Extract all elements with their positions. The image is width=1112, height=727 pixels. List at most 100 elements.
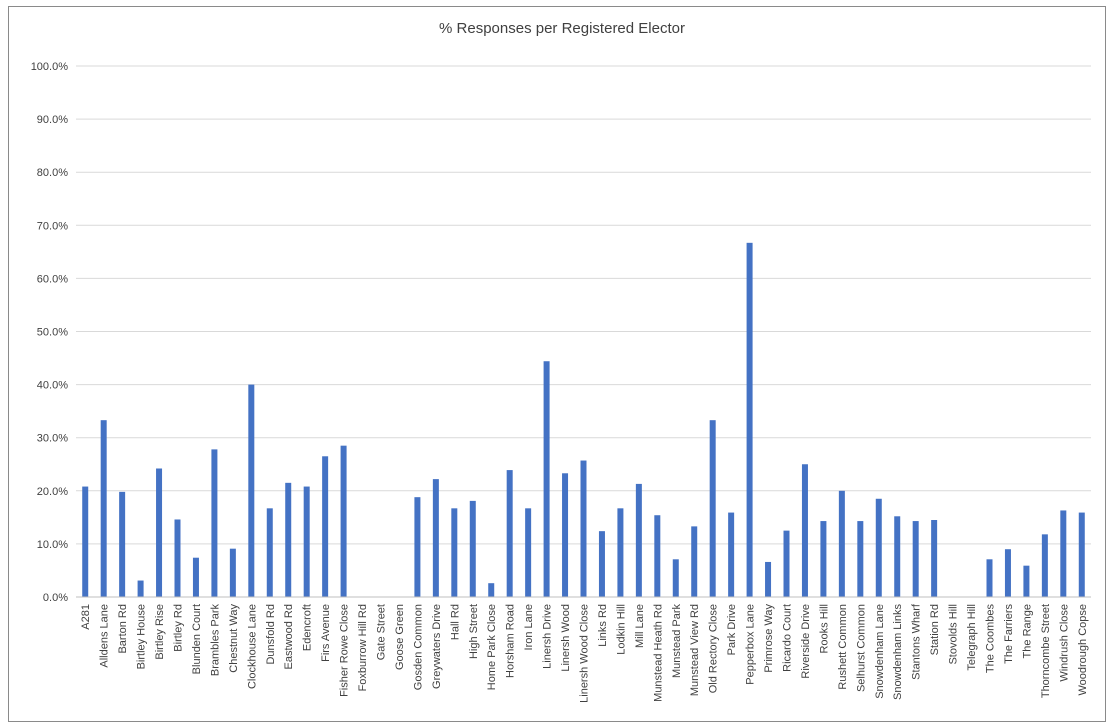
bar: [820, 521, 827, 597]
x-tick-label: Telegraph Hill: [966, 604, 978, 671]
x-tick-label: Stovolds Hill: [948, 604, 960, 665]
bar: [469, 500, 476, 597]
bar: [801, 464, 808, 597]
x-tick-label: Greywaters Drive: [431, 604, 443, 689]
bar: [746, 242, 753, 597]
bar: [580, 460, 587, 597]
bar: [248, 384, 255, 597]
bar: [912, 521, 919, 597]
bar: [1023, 565, 1030, 597]
x-tick-label: Munstead Park: [671, 604, 683, 678]
bar: [451, 508, 458, 597]
x-tick-label: Old Rectory Close: [708, 604, 720, 693]
gridlines: [76, 65, 1091, 545]
bar: [119, 491, 126, 597]
x-tick-label: Gosden Common: [412, 604, 424, 690]
x-tick-label: Brambles Park: [209, 604, 221, 677]
x-tick-label: Edencroft: [302, 604, 314, 651]
x-tick-label: Snowdenham Lane: [874, 604, 886, 699]
bar: [266, 508, 273, 597]
bar: [174, 519, 181, 597]
x-tick-label: Gate Street: [376, 604, 388, 660]
x-tick-label: A281: [80, 604, 92, 630]
x-tick-label: Foxburrow Hill Rd: [357, 604, 369, 691]
bar: [506, 470, 513, 597]
bar: [765, 561, 772, 597]
x-tick-label: The Coombes: [985, 604, 997, 674]
bar: [100, 420, 107, 597]
x-tick-label: Firs Avenue: [320, 604, 332, 662]
bar: [931, 520, 938, 597]
bar: [691, 526, 698, 597]
bar: [543, 361, 550, 597]
x-tick-label: Snowdenham Links: [892, 604, 904, 701]
bar: [414, 497, 421, 597]
x-tick-label: Thorncombe Street: [1040, 604, 1052, 698]
x-tick-label: Iron Lane: [523, 604, 535, 650]
x-tick-label: Rooks Hill: [818, 604, 830, 654]
bar: [783, 530, 790, 597]
bar: [137, 580, 144, 597]
x-tick-label: Linersh Wood: [560, 604, 572, 672]
x-tick-label: Stantons Wharf: [911, 603, 923, 680]
bar: [192, 557, 199, 597]
y-axis-ticks: 0.0% 10.0% 20.0% 30.0% 40.0% 50.0% 60.0% 70.0% 8…: [31, 61, 69, 604]
bar: [303, 486, 310, 597]
bar: [1041, 534, 1048, 597]
x-tick-label: The Range: [1021, 604, 1033, 658]
bar: [432, 479, 439, 597]
bar: [211, 449, 218, 597]
x-tick-label: Eastwood Rd: [283, 604, 295, 669]
bar: [340, 445, 347, 597]
x-tick-label: Birtley Rise: [154, 604, 166, 660]
bar: [672, 559, 679, 597]
y-tick-label: 0.0%: [43, 592, 68, 604]
y-tick-label: 50.0%: [37, 327, 68, 339]
y-tick-label: 10.0%: [37, 539, 68, 551]
bar: [562, 473, 569, 597]
bar: [635, 483, 642, 597]
bar-chart: % Responses per Registered Elector 0.0% 1…: [31, 20, 1091, 703]
bar: [156, 468, 163, 597]
chart-title: % Responses per Registered Elector: [439, 20, 685, 37]
bar: [488, 583, 495, 597]
x-tick-label: Fisher Rowe Close: [339, 604, 351, 697]
bar: [525, 508, 532, 597]
x-tick-label: Station Rd: [929, 604, 941, 655]
x-tick-label: Riverside Drive: [800, 604, 812, 679]
bar: [82, 486, 89, 597]
y-tick-label: 100.0%: [31, 61, 69, 73]
x-tick-label: Munstead Heath Rd: [652, 604, 664, 702]
bar: [1060, 510, 1067, 597]
bar: [229, 548, 236, 597]
x-tick-label: Woodrough Copse: [1077, 604, 1089, 696]
y-tick-label: 30.0%: [37, 433, 68, 445]
x-tick-label: Windrush Close: [1058, 604, 1070, 682]
x-tick-label: Birtley Rd: [173, 604, 185, 652]
bar: [1078, 512, 1085, 597]
bar: [285, 482, 292, 597]
x-tick-label: Goose Green: [394, 604, 406, 670]
bar: [709, 420, 716, 597]
chart-frame: % Responses per Registered Elector 0.0% 1…: [8, 6, 1106, 722]
bar: [986, 559, 993, 597]
bar: [838, 490, 845, 597]
y-tick-label: 70.0%: [37, 220, 68, 232]
x-tick-label: Dunsfold Rd: [265, 604, 277, 665]
x-tick-label: Chestnut Way: [228, 604, 240, 673]
x-tick-label: The Farriers: [1003, 604, 1015, 664]
x-tick-label: Barton Rd: [117, 604, 129, 654]
y-tick-label: 80.0%: [37, 167, 68, 179]
bar: [654, 515, 661, 597]
y-tick-label: 40.0%: [37, 380, 68, 392]
x-tick-label: Home Park Close: [486, 604, 498, 690]
x-tick-label: Linersh Drive: [542, 604, 554, 669]
x-axis-labels: A281 Alldens Lane Barton Rd Birtley House Bi…: [80, 603, 1089, 703]
y-tick-label: 60.0%: [37, 273, 68, 285]
x-tick-label: Primrose Way: [763, 604, 775, 673]
x-tick-label: High Street: [468, 604, 480, 659]
bar: [728, 512, 735, 597]
bar: [598, 531, 605, 597]
x-tick-label: Alldens Lane: [99, 604, 111, 668]
bar: [322, 456, 329, 597]
